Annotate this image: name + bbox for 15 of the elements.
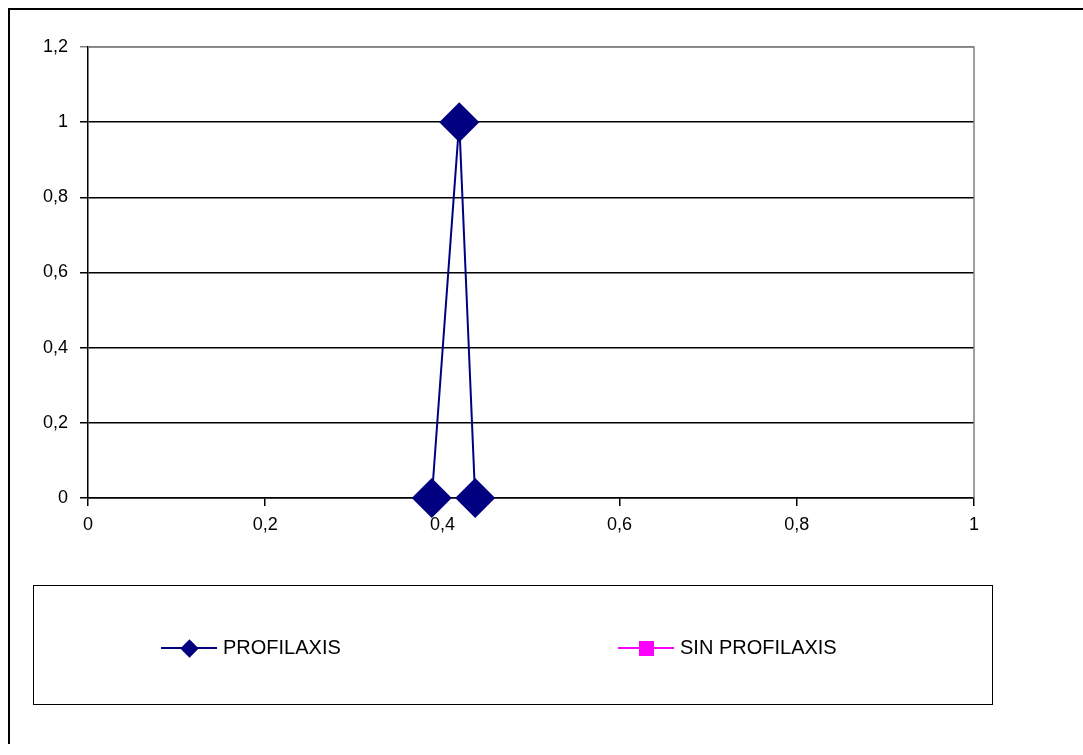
y-tick-label: 0,2 xyxy=(42,411,68,432)
y-tick-label: 1 xyxy=(57,111,68,132)
x-tick-label: 0,8 xyxy=(784,513,810,534)
x-tick-label: 1 xyxy=(968,513,980,534)
x-tick-label: 0,4 xyxy=(429,513,455,534)
x-tick-label: 0 xyxy=(82,513,94,534)
y-tick-label: 0,6 xyxy=(42,261,68,282)
y-tick-label: 0,4 xyxy=(42,336,68,357)
y-tick-label: 1,2 xyxy=(42,35,68,56)
legend-label: PROFILAXIS xyxy=(223,636,341,659)
x-tick-label: 0,2 xyxy=(252,513,278,534)
legend-label: SIN PROFILAXIS xyxy=(680,636,837,659)
x-tick-label: 0,6 xyxy=(607,513,633,534)
y-tick-label: 0,8 xyxy=(42,186,68,207)
y-tick-label: 0 xyxy=(57,486,68,507)
